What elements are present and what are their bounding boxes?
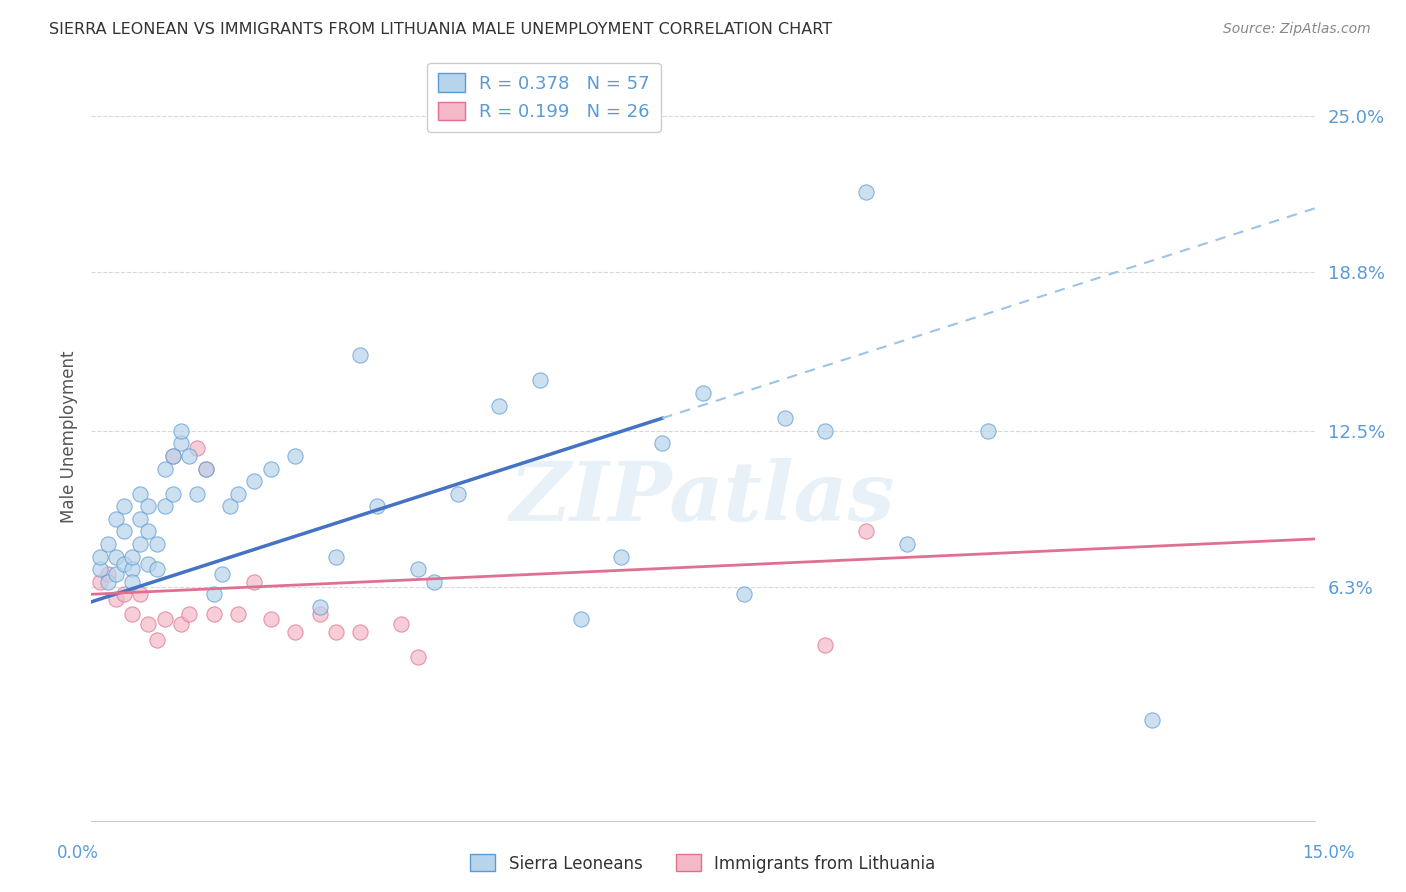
Point [138, 524, 160, 539]
Point [153, 461, 176, 475]
Point [260, 612, 283, 626]
Point [814, 638, 837, 652]
Point [97, 567, 120, 582]
Point [162, 449, 184, 463]
Point [202, 587, 225, 601]
Point [260, 461, 283, 475]
Point [226, 486, 249, 500]
Point [179, 449, 201, 463]
Point [814, 424, 837, 438]
Point [121, 562, 143, 576]
Point [145, 632, 167, 647]
Point [325, 625, 347, 640]
Point [89, 549, 111, 564]
Point [855, 185, 877, 199]
Text: ZIPatlas: ZIPatlas [510, 458, 896, 539]
Point [202, 607, 225, 622]
Point [194, 461, 217, 475]
Point [488, 399, 510, 413]
Point [104, 592, 127, 607]
Point [138, 500, 160, 514]
Point [284, 625, 307, 640]
Point [97, 537, 120, 551]
Point [186, 442, 208, 456]
Point [773, 411, 796, 425]
Text: 0.0%: 0.0% [56, 844, 98, 862]
Point [170, 617, 193, 632]
Point [104, 567, 127, 582]
Point [389, 617, 412, 632]
Point [186, 486, 208, 500]
Point [138, 617, 160, 632]
Point [366, 500, 388, 514]
Text: Source: ZipAtlas.com: Source: ZipAtlas.com [1223, 22, 1371, 37]
Point [325, 549, 347, 564]
Point [226, 607, 249, 622]
Point [855, 524, 877, 539]
Point [112, 500, 135, 514]
Y-axis label: Male Unemployment: Male Unemployment [59, 351, 77, 524]
Point [447, 486, 470, 500]
Point [153, 500, 176, 514]
Point [129, 512, 152, 526]
Point [162, 449, 184, 463]
Point [129, 486, 152, 500]
Point [211, 567, 233, 582]
Point [89, 562, 111, 576]
Point [104, 512, 127, 526]
Point [97, 574, 120, 589]
Point [153, 612, 176, 626]
Point [529, 374, 551, 388]
Point [112, 587, 135, 601]
Point [112, 557, 135, 571]
Point [219, 500, 242, 514]
Point [284, 449, 307, 463]
Point [733, 587, 755, 601]
Point [610, 549, 633, 564]
Point [349, 625, 371, 640]
Point [977, 424, 1000, 438]
Point [170, 424, 193, 438]
Point [243, 474, 266, 488]
Point [179, 607, 201, 622]
Point [569, 612, 592, 626]
Point [170, 436, 193, 450]
Point [308, 599, 330, 614]
Point [145, 562, 167, 576]
Point [896, 537, 918, 551]
Point [692, 386, 714, 401]
Point [138, 557, 160, 571]
Point [89, 574, 111, 589]
Point [349, 348, 371, 362]
Point [406, 562, 429, 576]
Point [129, 587, 152, 601]
Point [129, 537, 152, 551]
Point [423, 574, 446, 589]
Legend: R = 0.378   N = 57, R = 0.199   N = 26: R = 0.378 N = 57, R = 0.199 N = 26 [427, 62, 661, 132]
Point [651, 436, 673, 450]
Point [145, 537, 167, 551]
Text: 15.0%: 15.0% [1302, 844, 1355, 862]
Point [121, 574, 143, 589]
Point [308, 607, 330, 622]
Text: SIERRA LEONEAN VS IMMIGRANTS FROM LITHUANIA MALE UNEMPLOYMENT CORRELATION CHART: SIERRA LEONEAN VS IMMIGRANTS FROM LITHUA… [49, 22, 832, 37]
Point [112, 524, 135, 539]
Point [121, 549, 143, 564]
Point [243, 574, 266, 589]
Point [406, 650, 429, 665]
Point [194, 461, 217, 475]
Point [1140, 713, 1163, 727]
Point [162, 486, 184, 500]
Legend: Sierra Leoneans, Immigrants from Lithuania: Sierra Leoneans, Immigrants from Lithuan… [464, 847, 942, 880]
Point [121, 607, 143, 622]
Point [104, 549, 127, 564]
